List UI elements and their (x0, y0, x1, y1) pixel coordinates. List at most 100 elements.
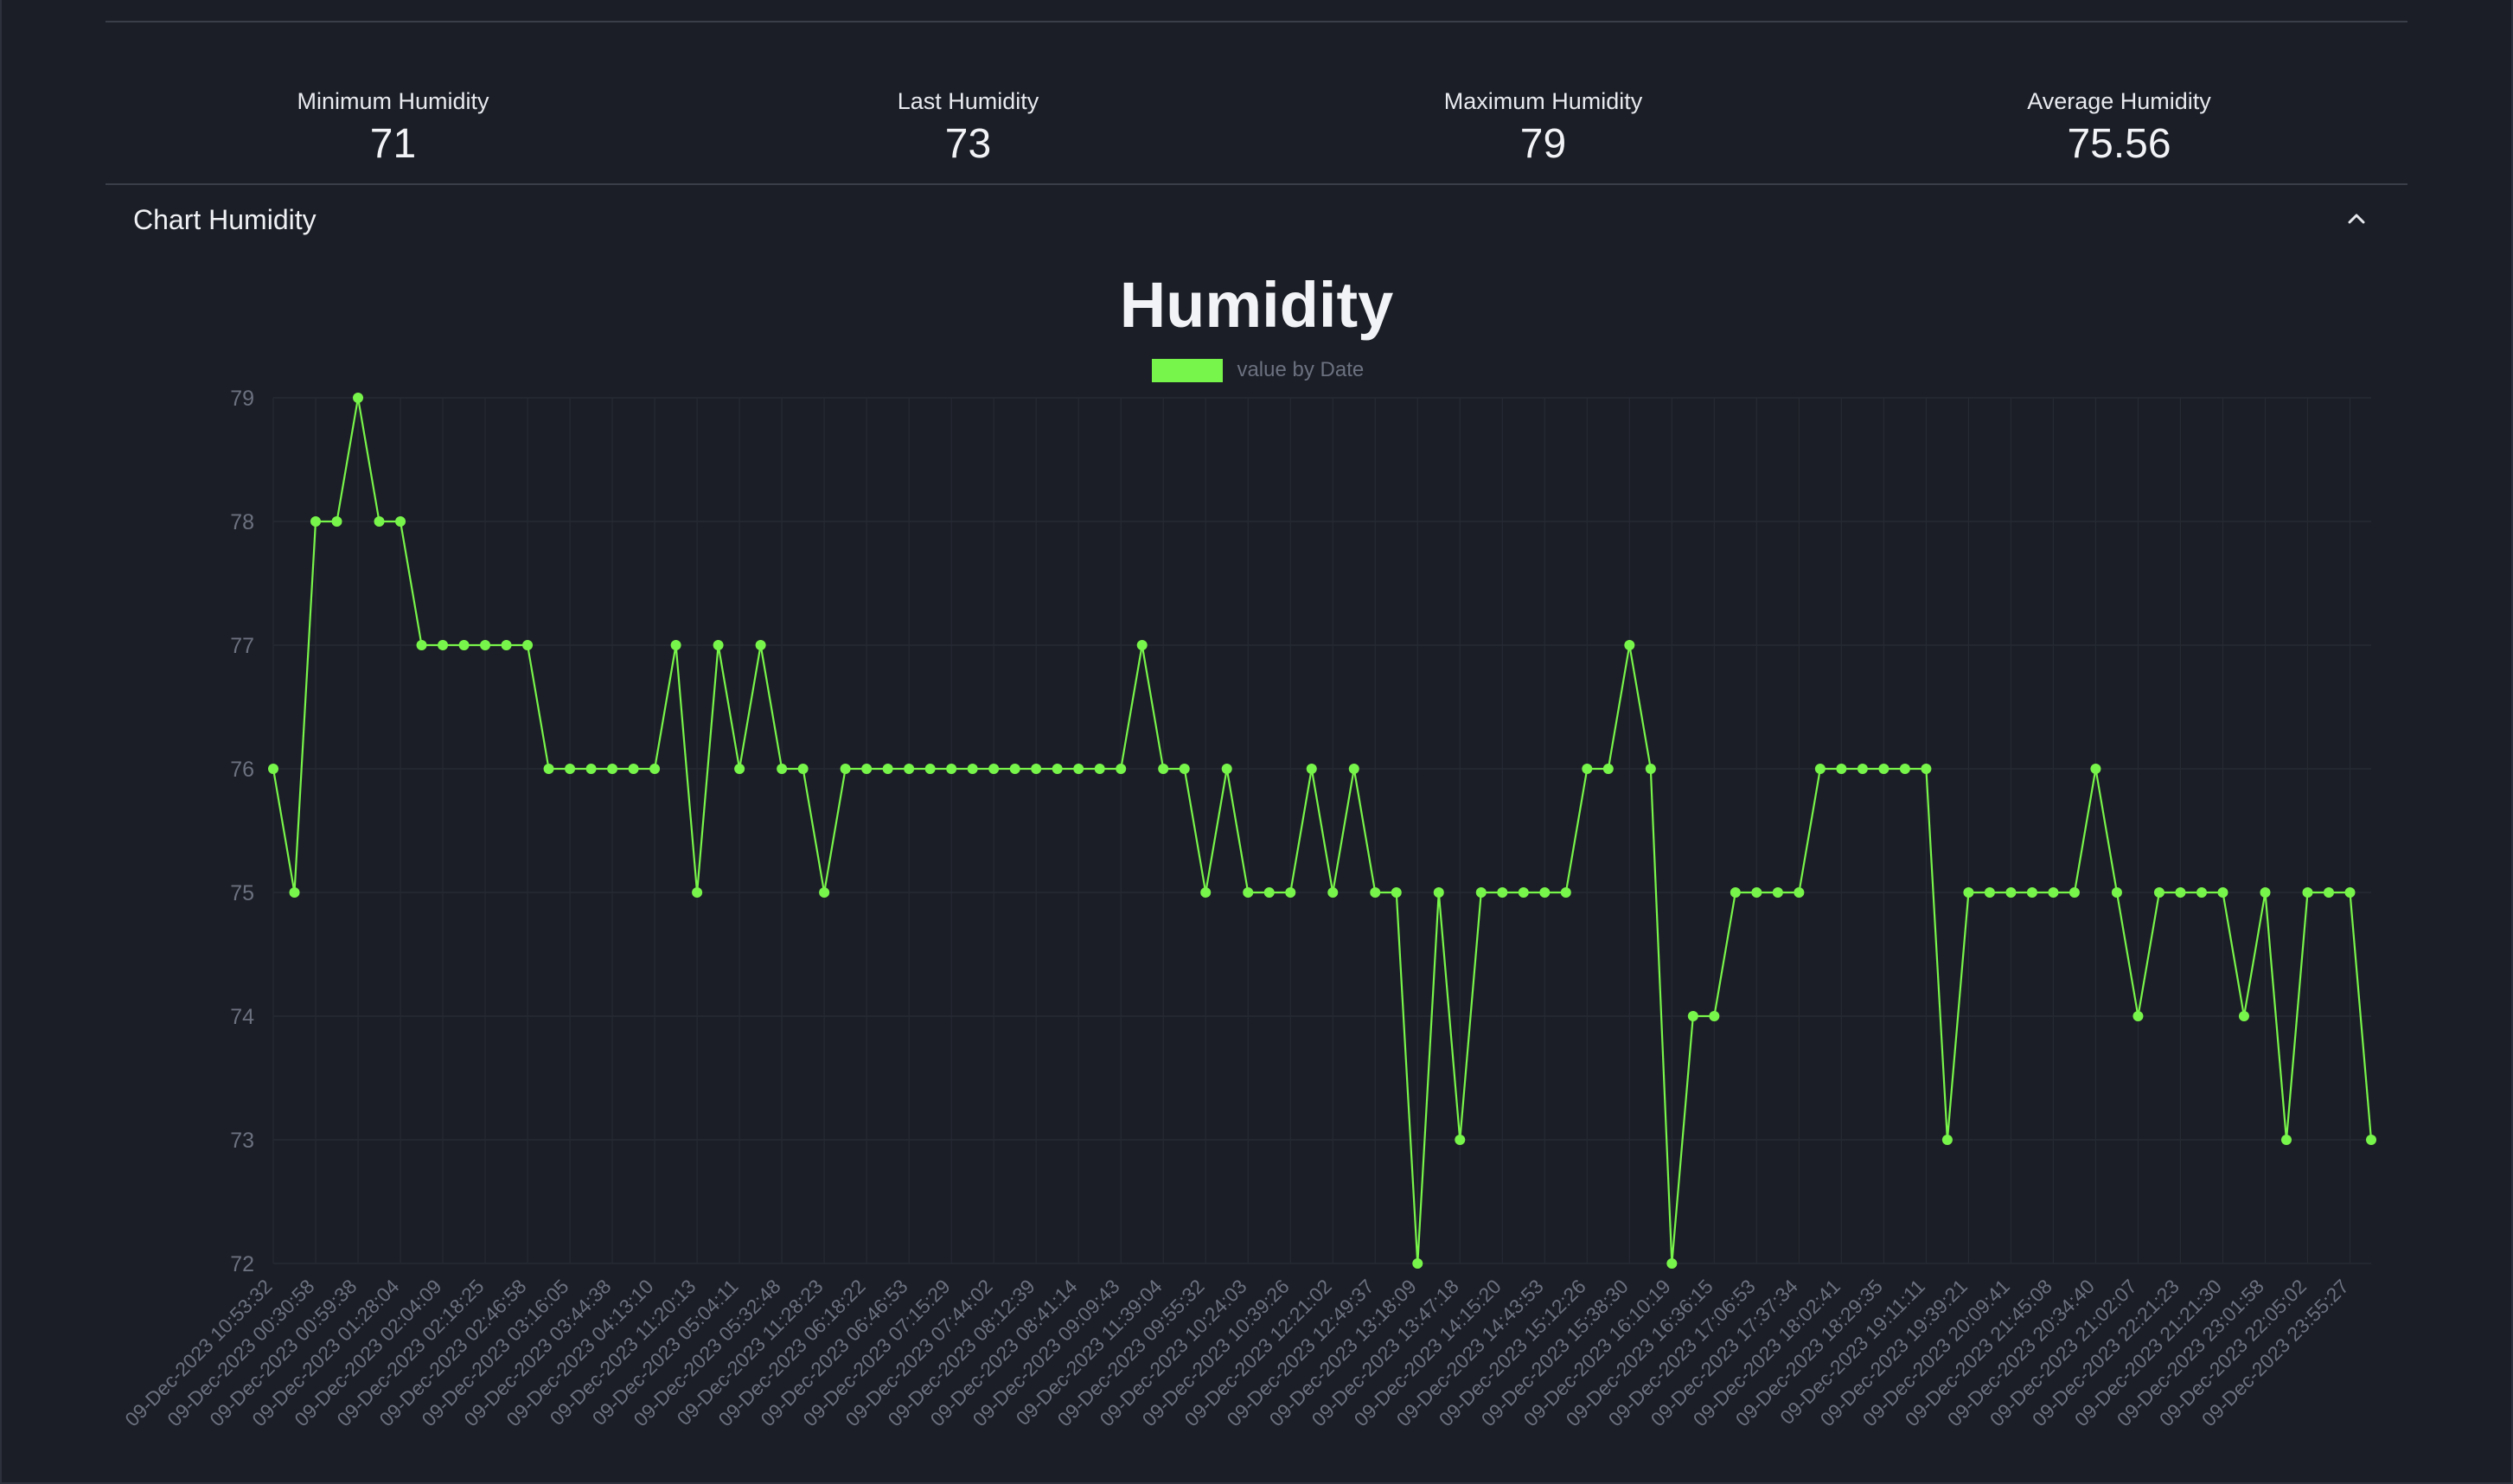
data-point[interactable] (1624, 640, 1635, 650)
data-point[interactable] (861, 764, 873, 774)
data-point[interactable] (395, 516, 406, 527)
data-point[interactable] (777, 764, 788, 774)
data-point[interactable] (543, 764, 554, 774)
data-point[interactable] (2238, 1011, 2249, 1021)
data-point[interactable] (1497, 887, 1508, 898)
data-point[interactable] (734, 764, 745, 774)
data-point[interactable] (1941, 1135, 1953, 1145)
data-point[interactable] (2260, 887, 2271, 898)
data-point[interactable] (289, 887, 300, 898)
data-point[interactable] (2111, 887, 2122, 898)
data-point[interactable] (1814, 764, 1826, 774)
data-point[interactable] (480, 640, 491, 650)
chart-accordion-toggle[interactable]: Chart Humidity (106, 185, 2407, 254)
data-point[interactable] (755, 640, 766, 650)
data-point[interactable] (1899, 764, 1910, 774)
data-point[interactable] (1687, 1011, 1698, 1021)
data-point[interactable] (1116, 764, 1127, 774)
data-point[interactable] (1179, 764, 1190, 774)
data-point[interactable] (1306, 764, 1317, 774)
chevron-up-icon[interactable] (2342, 204, 2371, 233)
data-point[interactable] (1984, 887, 1995, 898)
data-point[interactable] (1582, 764, 1593, 774)
data-point[interactable] (2026, 887, 2037, 898)
data-point[interactable] (1794, 887, 1805, 898)
data-point[interactable] (1094, 764, 1105, 774)
data-point[interactable] (1921, 764, 1932, 774)
data-point[interactable] (1560, 887, 1571, 898)
data-point[interactable] (628, 764, 639, 774)
data-point[interactable] (1200, 887, 1212, 898)
data-point[interactable] (2280, 1135, 2292, 1145)
data-point[interactable] (310, 516, 322, 527)
data-point[interactable] (1645, 764, 1656, 774)
data-point[interactable] (1857, 764, 1868, 774)
data-point[interactable] (819, 887, 830, 898)
data-point[interactable] (1243, 887, 1254, 898)
data-point[interactable] (924, 764, 936, 774)
data-point[interactable] (2175, 887, 2186, 898)
data-point[interactable] (1136, 640, 1148, 650)
data-point[interactable] (416, 640, 427, 650)
data-point[interactable] (1730, 887, 1741, 898)
data-point[interactable] (1009, 764, 1020, 774)
data-point[interactable] (988, 764, 1000, 774)
data-point[interactable] (2048, 887, 2059, 898)
data-point[interactable] (585, 764, 597, 774)
data-point[interactable] (1263, 887, 1275, 898)
data-point[interactable] (1772, 887, 1783, 898)
data-point[interactable] (1391, 887, 1402, 898)
data-point[interactable] (840, 764, 851, 774)
data-point[interactable] (522, 640, 534, 650)
data-point[interactable] (331, 516, 342, 527)
data-point[interactable] (501, 640, 512, 650)
data-point[interactable] (1455, 1135, 1466, 1145)
data-point[interactable] (2323, 887, 2334, 898)
data-point[interactable] (353, 393, 364, 403)
data-point[interactable] (268, 764, 278, 774)
data-point[interactable] (1878, 764, 1890, 774)
data-point[interactable] (1751, 887, 1762, 898)
data-point[interactable] (1709, 1011, 1720, 1021)
data-point[interactable] (2153, 887, 2165, 898)
data-point[interactable] (649, 764, 661, 774)
data-point[interactable] (2069, 887, 2080, 898)
data-point[interactable] (1073, 764, 1084, 774)
data-point[interactable] (2217, 887, 2228, 898)
data-point[interactable] (1327, 887, 1339, 898)
data-point[interactable] (670, 640, 681, 650)
data-point[interactable] (967, 764, 978, 774)
data-point[interactable] (1052, 764, 1063, 774)
data-point[interactable] (2090, 764, 2101, 774)
data-point[interactable] (1348, 764, 1359, 774)
chart-legend[interactable]: value by Date (1152, 358, 1364, 382)
data-point[interactable] (2005, 887, 2017, 898)
data-point[interactable] (1285, 887, 1296, 898)
data-point[interactable] (1158, 764, 1169, 774)
data-point[interactable] (565, 764, 576, 774)
data-point[interactable] (946, 764, 957, 774)
data-point[interactable] (1836, 764, 1847, 774)
data-point[interactable] (1518, 887, 1529, 898)
data-point[interactable] (1475, 887, 1487, 898)
data-point[interactable] (374, 516, 385, 527)
data-point[interactable] (2302, 887, 2313, 898)
data-point[interactable] (2133, 1011, 2144, 1021)
data-point[interactable] (1031, 764, 1042, 774)
data-point[interactable] (2344, 887, 2356, 898)
data-point[interactable] (1539, 887, 1551, 898)
data-point[interactable] (438, 640, 449, 650)
data-point[interactable] (2196, 887, 2207, 898)
data-point[interactable] (797, 764, 809, 774)
data-point[interactable] (1602, 764, 1614, 774)
data-point[interactable] (607, 764, 618, 774)
data-point[interactable] (1433, 887, 1444, 898)
data-point[interactable] (1412, 1258, 1423, 1269)
data-point[interactable] (1221, 764, 1232, 774)
data-point[interactable] (458, 640, 470, 650)
data-point[interactable] (1963, 887, 1974, 898)
data-point[interactable] (1370, 887, 1381, 898)
data-point[interactable] (713, 640, 724, 650)
data-point[interactable] (2366, 1135, 2376, 1145)
data-point[interactable] (692, 887, 703, 898)
